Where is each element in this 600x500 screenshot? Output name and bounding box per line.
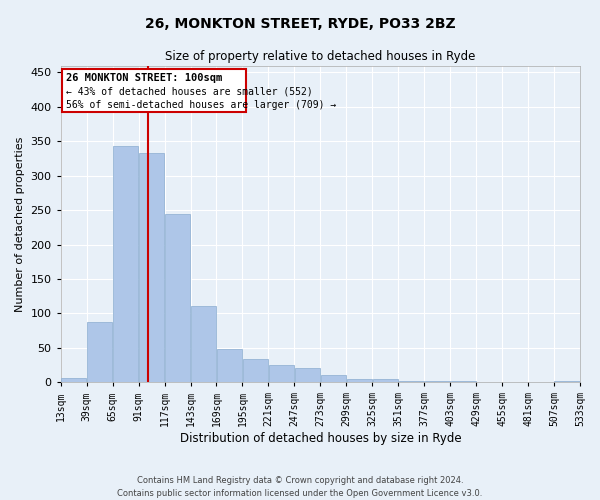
Y-axis label: Number of detached properties: Number of detached properties <box>15 136 25 312</box>
Text: ← 43% of detached houses are smaller (552): ← 43% of detached houses are smaller (55… <box>66 86 313 97</box>
Text: 26 MONKTON STREET: 100sqm: 26 MONKTON STREET: 100sqm <box>66 73 222 83</box>
Bar <box>347 378 372 382</box>
Bar <box>139 153 164 382</box>
Bar <box>113 146 138 382</box>
Bar <box>295 368 320 382</box>
Bar <box>321 376 346 382</box>
Bar <box>269 365 294 382</box>
Bar <box>398 381 424 382</box>
Text: 56% of semi-detached houses are larger (709) →: 56% of semi-detached houses are larger (… <box>66 100 336 110</box>
Bar <box>243 360 268 382</box>
Text: 26, MONKTON STREET, RYDE, PO33 2BZ: 26, MONKTON STREET, RYDE, PO33 2BZ <box>145 18 455 32</box>
Title: Size of property relative to detached houses in Ryde: Size of property relative to detached ho… <box>165 50 476 63</box>
Bar <box>165 214 190 382</box>
Bar <box>191 306 216 382</box>
Bar <box>87 322 112 382</box>
FancyBboxPatch shape <box>62 69 247 112</box>
Bar <box>217 349 242 382</box>
X-axis label: Distribution of detached houses by size in Ryde: Distribution of detached houses by size … <box>179 432 461 445</box>
Bar <box>373 380 398 382</box>
Text: Contains HM Land Registry data © Crown copyright and database right 2024.
Contai: Contains HM Land Registry data © Crown c… <box>118 476 482 498</box>
Bar <box>61 378 86 382</box>
